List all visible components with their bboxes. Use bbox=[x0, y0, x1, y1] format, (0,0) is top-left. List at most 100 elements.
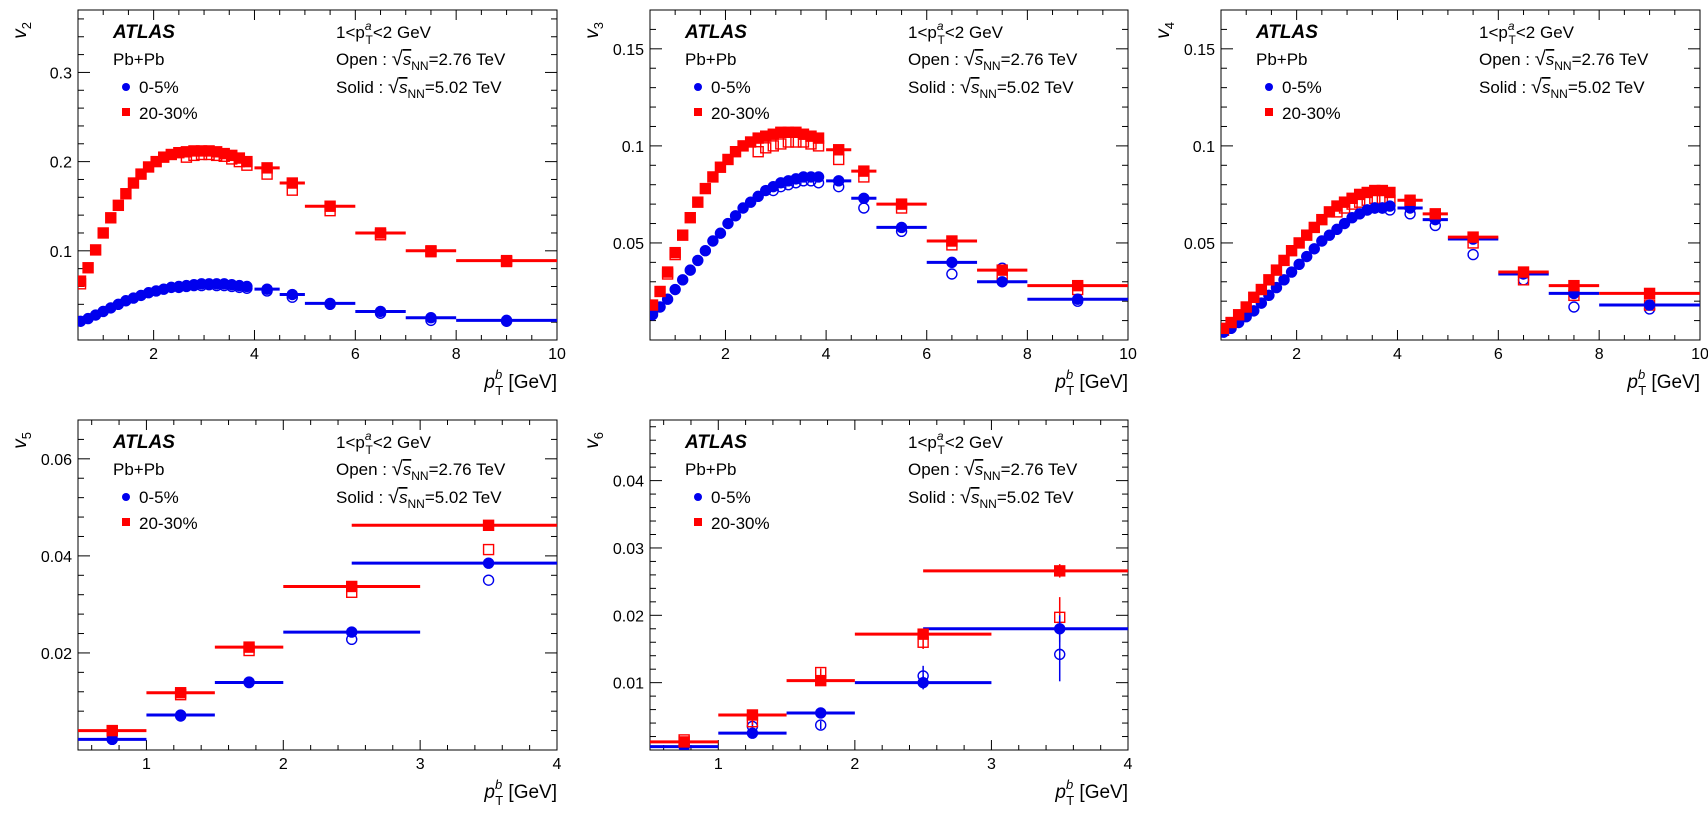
pta-part: a bbox=[365, 429, 372, 443]
x-label-part: p bbox=[1626, 372, 1638, 393]
data-point-square bbox=[135, 168, 147, 180]
sqrt-sign-icon: √ bbox=[388, 76, 399, 98]
system-label: Pb+Pb bbox=[685, 460, 737, 479]
x-label-unit: [GeV] bbox=[1074, 372, 1128, 393]
legend-marker-central bbox=[694, 83, 702, 91]
legend-peripheral-label: 20-30% bbox=[711, 514, 770, 533]
data-point-square bbox=[1643, 287, 1656, 300]
series-central-solid bbox=[650, 171, 1128, 321]
sqrt-sub: NN bbox=[1554, 59, 1571, 73]
legend-marker-peripheral bbox=[1265, 108, 1273, 116]
x-label-part: p bbox=[483, 782, 495, 803]
open-energy-label: Open : √sNN=2.76 TeV bbox=[908, 458, 1078, 483]
system-label: Pb+Pb bbox=[113, 460, 165, 479]
cent-text: 20-30% bbox=[139, 514, 198, 533]
data-point-square bbox=[112, 199, 125, 212]
energy-prefix: Solid : bbox=[908, 78, 960, 97]
data-point-circle bbox=[1323, 229, 1336, 241]
sqrt-sign-icon: √ bbox=[964, 458, 975, 480]
data-point-circle bbox=[1331, 223, 1343, 236]
y-axis-label: v6 bbox=[582, 432, 606, 449]
series-central-open bbox=[678, 627, 1066, 750]
system-text: Pb+Pb bbox=[113, 460, 165, 479]
data-point-square bbox=[707, 171, 719, 183]
data-point-circle bbox=[346, 626, 358, 638]
data-point-square bbox=[174, 687, 187, 699]
data-point-square bbox=[722, 153, 734, 166]
data-point-circle bbox=[1308, 243, 1320, 255]
data-point-circle bbox=[1285, 266, 1298, 278]
data-point-circle bbox=[1338, 217, 1351, 230]
data-point-square bbox=[1285, 245, 1298, 257]
data-point-square bbox=[374, 227, 387, 239]
x-tick-label: 2 bbox=[850, 756, 859, 773]
energy-value: =2.76 TeV bbox=[429, 460, 506, 479]
y-tick-label: 0.1 bbox=[622, 139, 644, 156]
legend-peripheral-label: 20-30% bbox=[139, 104, 198, 123]
atlas-label: ATLAS bbox=[684, 432, 747, 453]
x-label-part: b bbox=[1066, 777, 1073, 792]
data-point-circle bbox=[722, 217, 734, 230]
energy-value: =5.02 TeV bbox=[425, 78, 502, 97]
sqrt-sub: NN bbox=[407, 87, 424, 101]
pta-part: a bbox=[365, 19, 372, 33]
pta-cut-label: 1<pa T<2 GeV bbox=[1479, 19, 1575, 47]
series-central-solid bbox=[1221, 200, 1700, 338]
open-energy-label: Open : √sNN=2.76 TeV bbox=[336, 458, 506, 483]
x-tick-label: 4 bbox=[822, 346, 831, 363]
data-point-square bbox=[699, 182, 712, 195]
plot-frame bbox=[649, 9, 1129, 341]
y-label-sub: 2 bbox=[19, 22, 34, 29]
data-point-circle bbox=[692, 254, 704, 267]
plot-frame bbox=[77, 419, 558, 751]
atlas-label: ATLAS bbox=[684, 22, 747, 43]
data-point-square bbox=[82, 262, 94, 274]
x-tick-label: 8 bbox=[1595, 346, 1604, 363]
data-point-circle bbox=[500, 314, 513, 327]
x-label-part: p bbox=[483, 372, 495, 393]
x-label-part: b bbox=[1638, 367, 1645, 382]
solid-energy-label: Solid : √sNN=5.02 TeV bbox=[336, 76, 502, 101]
sqrt-s: s bbox=[1546, 50, 1555, 69]
legend-marker-central bbox=[694, 493, 702, 501]
y-tick-label: 0.15 bbox=[1184, 42, 1215, 59]
sqrt-sign-icon: √ bbox=[960, 486, 971, 508]
solid-energy-label: Solid : √sNN=5.02 TeV bbox=[908, 486, 1074, 511]
y-tick-label: 0.02 bbox=[41, 646, 72, 663]
data-point-circle bbox=[1301, 250, 1313, 263]
energy-value: =5.02 TeV bbox=[1568, 78, 1645, 97]
x-axis-label: pb T [GeV] bbox=[483, 367, 557, 398]
x-tick-label: 8 bbox=[452, 346, 461, 363]
y-label-v: v bbox=[10, 28, 31, 39]
data-point-square bbox=[78, 275, 87, 287]
data-point-square bbox=[650, 299, 659, 311]
pta-cut-label: 1<pa T<2 GeV bbox=[908, 19, 1004, 47]
series-central-solid bbox=[78, 557, 557, 746]
data-layer bbox=[650, 126, 1128, 321]
data-point-square bbox=[1240, 301, 1252, 313]
legend-central-label: 0-5% bbox=[1282, 78, 1322, 97]
data-point-circle bbox=[324, 297, 336, 310]
data-point-circle bbox=[996, 276, 1008, 288]
energy-value: =5.02 TeV bbox=[997, 78, 1074, 97]
legend-peripheral-label: 20-30% bbox=[1282, 104, 1341, 123]
data-point-square bbox=[692, 196, 704, 208]
y-label-v: v bbox=[582, 28, 603, 39]
series-central-open bbox=[1361, 202, 1656, 315]
data-point-square bbox=[1270, 264, 1283, 276]
pta-part: <2 GeV bbox=[945, 23, 1004, 42]
data-point-square bbox=[425, 245, 437, 257]
data-point-square bbox=[760, 142, 772, 154]
data-point-circle bbox=[1643, 299, 1656, 311]
data-point-circle bbox=[1293, 258, 1305, 270]
data-point-circle bbox=[425, 312, 437, 324]
data-point-circle bbox=[1071, 293, 1084, 305]
legend-marker-peripheral bbox=[694, 108, 702, 116]
x-axis-label: pb T [GeV] bbox=[1054, 777, 1128, 808]
x-tick-label: 10 bbox=[1119, 346, 1137, 363]
series-central-solid bbox=[78, 278, 557, 327]
energy-prefix: Open : bbox=[908, 50, 964, 69]
y-tick-label: 0.05 bbox=[613, 236, 644, 253]
